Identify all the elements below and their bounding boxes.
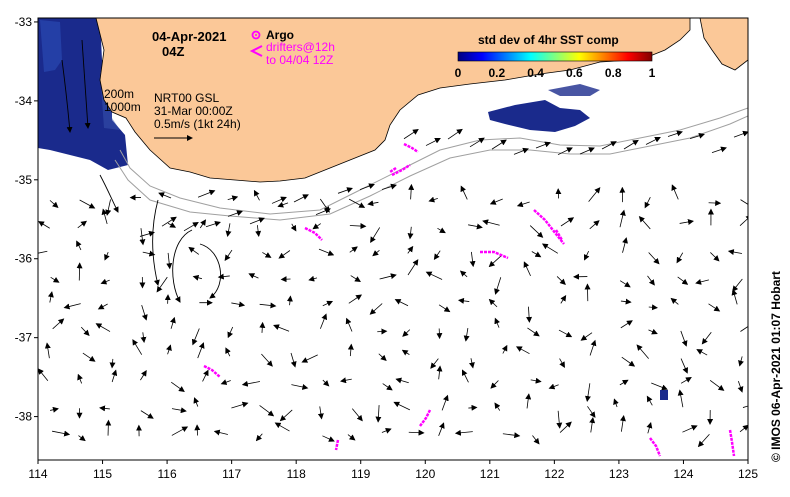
y-tick-label: -36 [15,252,33,266]
depth-200-label: 200m [104,87,134,101]
colorbar-tick-label: 1 [649,66,656,80]
x-tick-label: 117 [222,467,241,481]
altimetry-label: NRT00 GSL [154,91,219,105]
colorbar-tick-label: 0 [455,66,462,80]
credit-text: © IMOS 06-Apr-2021 01:07 Hobart [769,271,783,462]
colorbar [458,52,652,61]
current-vector [709,203,721,204]
x-tick-label: 123 [609,467,629,481]
colorbar-title: std dev of 4hr SST comp [478,33,619,47]
x-tick-label: 121 [480,467,500,481]
colorbar-tick-label: 0.8 [605,66,622,80]
x-tick-label: 116 [158,467,177,481]
x-tick-label: 115 [93,467,112,481]
sst-speck [660,390,668,400]
depth-1000-label: 1000m [104,100,141,114]
x-tick-label: 124 [673,467,693,481]
scale-label: 0.5m/s (1kt 24h) [154,117,241,131]
altimetry-date-label: 31-Mar 00:00Z [154,104,233,118]
y-tick-label: -33 [15,15,33,29]
y-axis: -33 -34 -35 -36 -37 -38 [15,15,38,424]
x-tick-label: 122 [544,467,564,481]
colorbar-tick-label: 0.2 [488,66,505,80]
colorbar-tick-label: 0.4 [527,66,544,80]
x-tick-label: 120 [415,467,435,481]
colorbar-tick-label: 0.6 [566,66,583,80]
drifters-to-label: to 04/04 12Z [266,53,333,67]
y-tick-label: -34 [15,94,33,108]
y-tick-label: -38 [15,410,33,424]
current-vector [377,331,386,332]
y-tick-label: -37 [15,331,33,345]
map-date: 04-Apr-2021 [152,29,226,44]
x-tick-label: 118 [287,467,306,481]
map-time: 04Z [162,44,184,59]
x-tick-label: 119 [351,467,370,481]
x-axis: 114 115 116 117 118 119 120 121 122 123 124 125 [28,460,758,481]
x-tick-label: 114 [28,467,47,481]
drifters-label: drifters@12h [266,40,335,54]
y-tick-label: -35 [15,173,33,187]
x-tick-label: 125 [738,467,758,481]
